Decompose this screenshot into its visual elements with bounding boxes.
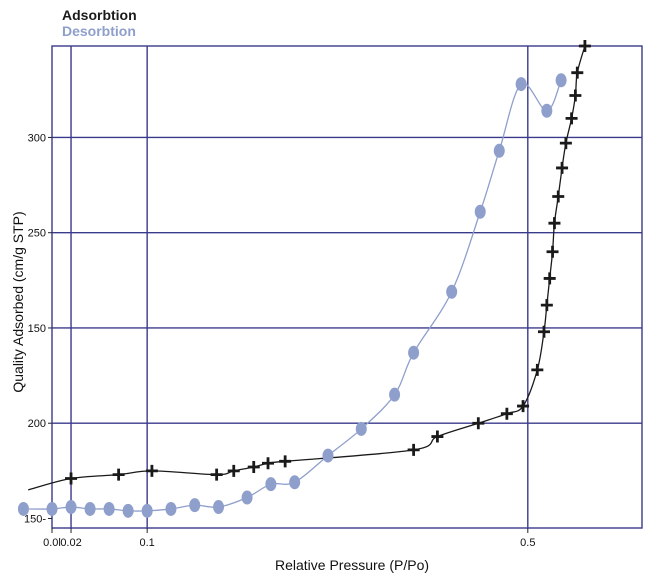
desorption-curve bbox=[23, 80, 562, 512]
desorption-point bbox=[446, 284, 458, 299]
adsorption-point bbox=[145, 464, 158, 477]
desorption-point bbox=[355, 421, 367, 436]
adsorption-point bbox=[565, 112, 578, 125]
desorption-point bbox=[103, 501, 115, 516]
desorption-point bbox=[165, 501, 177, 516]
desorption-point bbox=[541, 103, 553, 118]
desorption-point bbox=[17, 501, 29, 516]
adsorption-point bbox=[65, 472, 78, 485]
adsorption-point bbox=[472, 417, 485, 430]
adsorption-point bbox=[559, 137, 572, 150]
adsorption-point bbox=[407, 443, 420, 456]
adsorption-point bbox=[262, 457, 275, 470]
desorption-point bbox=[289, 475, 301, 490]
adsorption-point bbox=[431, 430, 444, 443]
desorption-point bbox=[46, 501, 58, 516]
desorption-point bbox=[189, 498, 201, 513]
x-axis-title: Relative Pressure (P/Po) bbox=[275, 557, 429, 573]
adsorption-point bbox=[569, 89, 582, 102]
adsorption-point bbox=[227, 464, 240, 477]
x-tick-label: 0.1 bbox=[140, 537, 155, 549]
y-tick-label: 150 bbox=[28, 323, 46, 335]
adsorption-point bbox=[112, 468, 125, 481]
adsorption-point bbox=[517, 400, 530, 413]
desorption-point bbox=[322, 448, 334, 463]
adsorption-point bbox=[546, 245, 559, 258]
y-tick-label: 150- bbox=[24, 513, 46, 525]
adsorption-point bbox=[500, 407, 513, 420]
desorption-point bbox=[474, 204, 486, 219]
desorption-point bbox=[241, 490, 253, 505]
y-tick-label: 300 bbox=[28, 132, 46, 144]
desorption-point bbox=[265, 477, 277, 492]
desorption-point bbox=[122, 503, 134, 518]
adsorption-point bbox=[537, 325, 550, 338]
adsorption-point bbox=[279, 455, 292, 468]
desorption-point bbox=[141, 503, 153, 518]
grid bbox=[52, 46, 642, 528]
x-tick-label: 0.0l bbox=[43, 537, 61, 549]
x-tick-label: 0.02 bbox=[60, 537, 81, 549]
data-points bbox=[17, 40, 591, 518]
legend-entry-desorption: Desorbtion bbox=[62, 23, 136, 39]
desorption-point bbox=[555, 73, 567, 88]
fitted-curves bbox=[23, 45, 586, 512]
desorption-point bbox=[84, 501, 96, 516]
y-axis-title: Quality Adsorbed (cm/g STP) bbox=[10, 211, 26, 392]
y-tick-label: 250 bbox=[28, 228, 46, 240]
axes bbox=[48, 45, 643, 533]
desorption-point bbox=[515, 77, 527, 92]
adsorption-point bbox=[552, 190, 565, 203]
x-tick-label: 0.5 bbox=[520, 537, 535, 549]
legend-entry-adsorption: Adsorbtion bbox=[62, 7, 137, 23]
desorption-point bbox=[65, 500, 77, 515]
desorption-point bbox=[389, 387, 401, 402]
adsorption-point bbox=[210, 468, 223, 481]
axis-labels: 0.0l 0.02 0.1 0.5 150- 200 150 250 300 Relative P… bbox=[10, 132, 535, 573]
adsorption-curve bbox=[28, 45, 586, 491]
adsorption-point bbox=[548, 217, 561, 230]
adsorption-point bbox=[578, 40, 591, 52]
adsorption-point bbox=[543, 272, 556, 285]
y-tick-label: 200 bbox=[28, 418, 46, 430]
desorption-point bbox=[408, 345, 420, 360]
adsorption-point bbox=[571, 66, 584, 79]
adsorption-point bbox=[531, 363, 544, 376]
adsorption-point bbox=[540, 299, 553, 312]
adsorption-point bbox=[556, 161, 569, 174]
desorption-point bbox=[213, 500, 225, 515]
adsorption-point bbox=[247, 461, 260, 474]
desorption-point bbox=[493, 143, 505, 158]
plot-frame bbox=[51, 45, 643, 529]
